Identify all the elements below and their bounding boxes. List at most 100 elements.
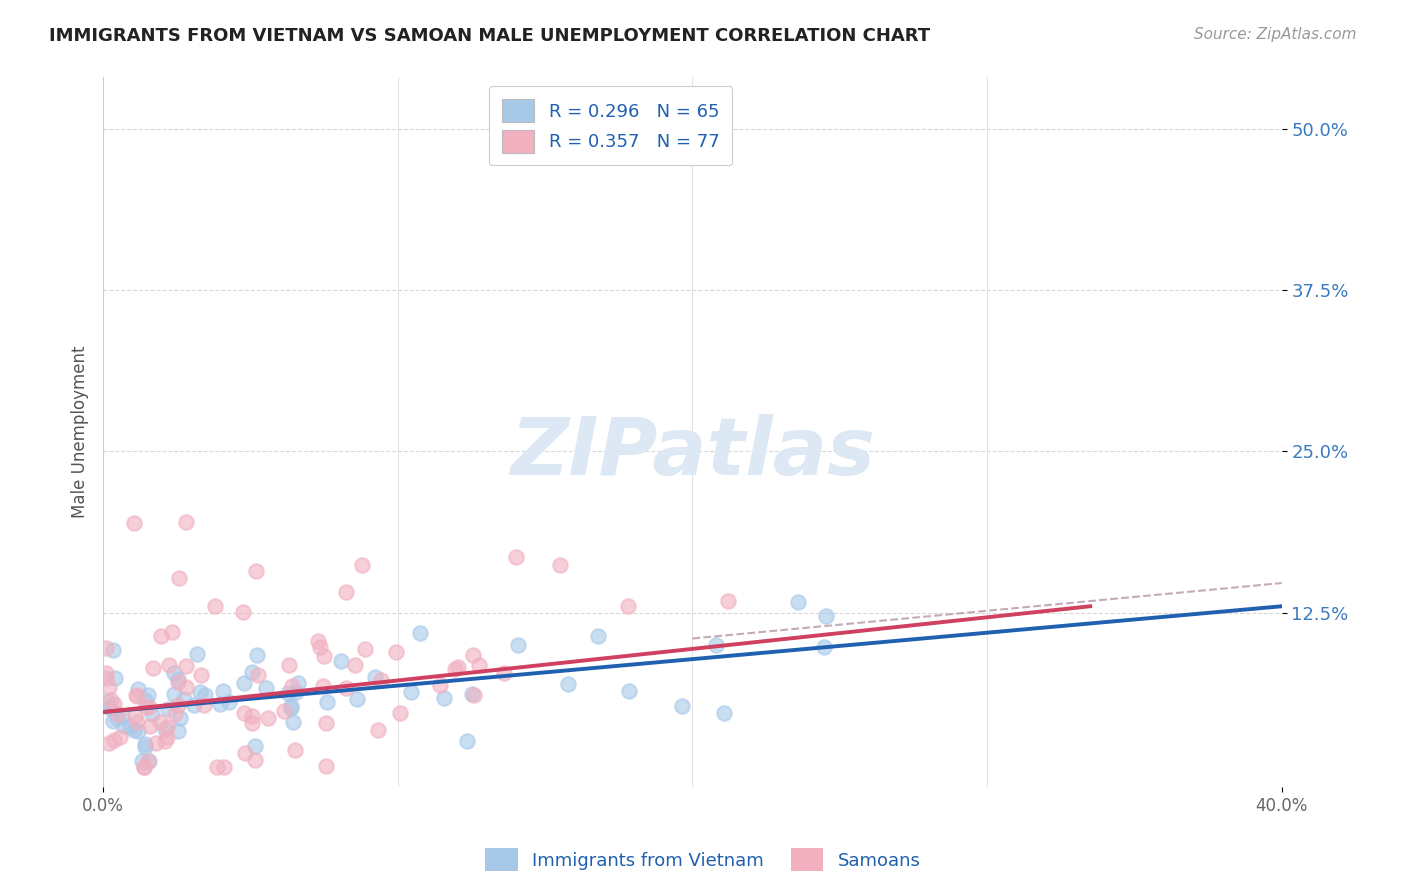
Point [335, 681, 357, 696]
Point [131, 754, 153, 768]
Text: Source: ZipAtlas.com: Source: ZipAtlas.com [1194, 27, 1357, 42]
Point [658, 126, 681, 140]
Point [101, 714, 124, 728]
Point [96, 641, 118, 656]
Point [316, 696, 339, 710]
Point [240, 715, 263, 730]
Text: IMMIGRANTS FROM VIETNAM VS SAMOAN MALE UNEMPLOYMENT CORRELATION CHART: IMMIGRANTS FROM VIETNAM VS SAMOAN MALE U… [49, 27, 931, 45]
Point [167, 672, 190, 686]
Point [163, 706, 186, 721]
Point [218, 695, 240, 709]
Point [98, 736, 121, 750]
Point [456, 734, 478, 748]
Point [346, 692, 368, 706]
Point [163, 666, 186, 681]
Point [443, 663, 465, 677]
Point [134, 739, 156, 754]
Point [173, 692, 195, 706]
Point [233, 676, 256, 690]
Legend: R = 0.296   N = 65, R = 0.357   N = 77: R = 0.296 N = 65, R = 0.357 N = 77 [489, 87, 733, 165]
Point [281, 679, 304, 693]
Point [208, 697, 231, 711]
Point [212, 760, 235, 774]
Point [389, 706, 412, 720]
Point [103, 697, 125, 711]
Point [706, 639, 728, 653]
Point [174, 681, 197, 695]
Point [138, 700, 160, 714]
Point [100, 692, 122, 706]
Point [139, 719, 162, 733]
Point [285, 685, 308, 699]
Point [429, 678, 451, 692]
Point [367, 723, 389, 737]
Point [125, 688, 148, 702]
Point [335, 585, 357, 599]
Point [307, 634, 329, 648]
Point [548, 558, 571, 572]
Point [246, 668, 269, 682]
Point [98, 701, 121, 715]
Point [278, 658, 301, 673]
Point [309, 640, 332, 655]
Point [103, 733, 125, 747]
Point [134, 693, 156, 707]
Point [399, 685, 422, 699]
Point [787, 595, 810, 609]
Point [127, 682, 149, 697]
Point [104, 671, 127, 685]
Point [125, 715, 148, 730]
Point [125, 689, 148, 703]
Point [160, 624, 183, 639]
Point [814, 608, 837, 623]
Point [167, 571, 190, 585]
Point [315, 716, 337, 731]
Point [149, 629, 172, 643]
Point [343, 657, 366, 672]
Point [124, 709, 146, 723]
Point [233, 746, 256, 760]
Point [467, 658, 489, 673]
Point [163, 687, 186, 701]
Point [463, 688, 485, 702]
Point [617, 599, 640, 613]
Point [256, 711, 278, 725]
Point [141, 706, 163, 721]
Point [281, 715, 304, 730]
Point [232, 605, 254, 619]
Point [193, 698, 215, 713]
Point [243, 739, 266, 753]
Y-axis label: Male Unemployment: Male Unemployment [72, 346, 89, 518]
Point [107, 706, 129, 721]
Point [617, 683, 640, 698]
Point [354, 642, 377, 657]
Point [370, 673, 392, 687]
Point [156, 721, 179, 735]
Point [364, 670, 387, 684]
Point [183, 698, 205, 712]
Point [492, 666, 515, 681]
Point [211, 683, 233, 698]
Point [312, 648, 335, 663]
Point [280, 699, 302, 714]
Point [312, 679, 335, 693]
Point [273, 705, 295, 719]
Point [153, 722, 176, 736]
Point [108, 730, 131, 744]
Point [96, 694, 118, 708]
Point [97, 681, 120, 695]
Point [149, 714, 172, 729]
Point [155, 733, 177, 747]
Point [136, 688, 159, 702]
Point [277, 685, 299, 699]
Point [174, 516, 197, 530]
Point [105, 711, 128, 725]
Point [243, 753, 266, 767]
Point [280, 700, 302, 714]
Point [166, 674, 188, 689]
Point [94, 671, 117, 685]
Point [94, 665, 117, 680]
Point [186, 647, 208, 661]
Point [557, 677, 579, 691]
Point [188, 685, 211, 699]
